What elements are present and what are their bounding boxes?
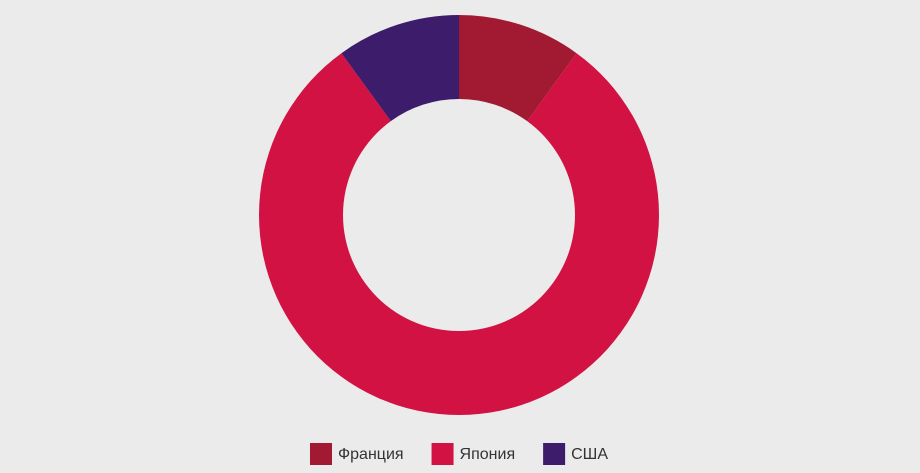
legend-label: Япония	[460, 446, 516, 463]
donut-slice	[459, 15, 577, 122]
donut-slice	[259, 53, 660, 416]
legend-swatch	[309, 443, 332, 465]
legend-label: Франция	[338, 446, 404, 463]
legend-label: США	[571, 446, 608, 463]
legend-swatch	[543, 443, 566, 465]
legend-swatch	[431, 443, 454, 465]
donut-slice	[341, 15, 459, 122]
